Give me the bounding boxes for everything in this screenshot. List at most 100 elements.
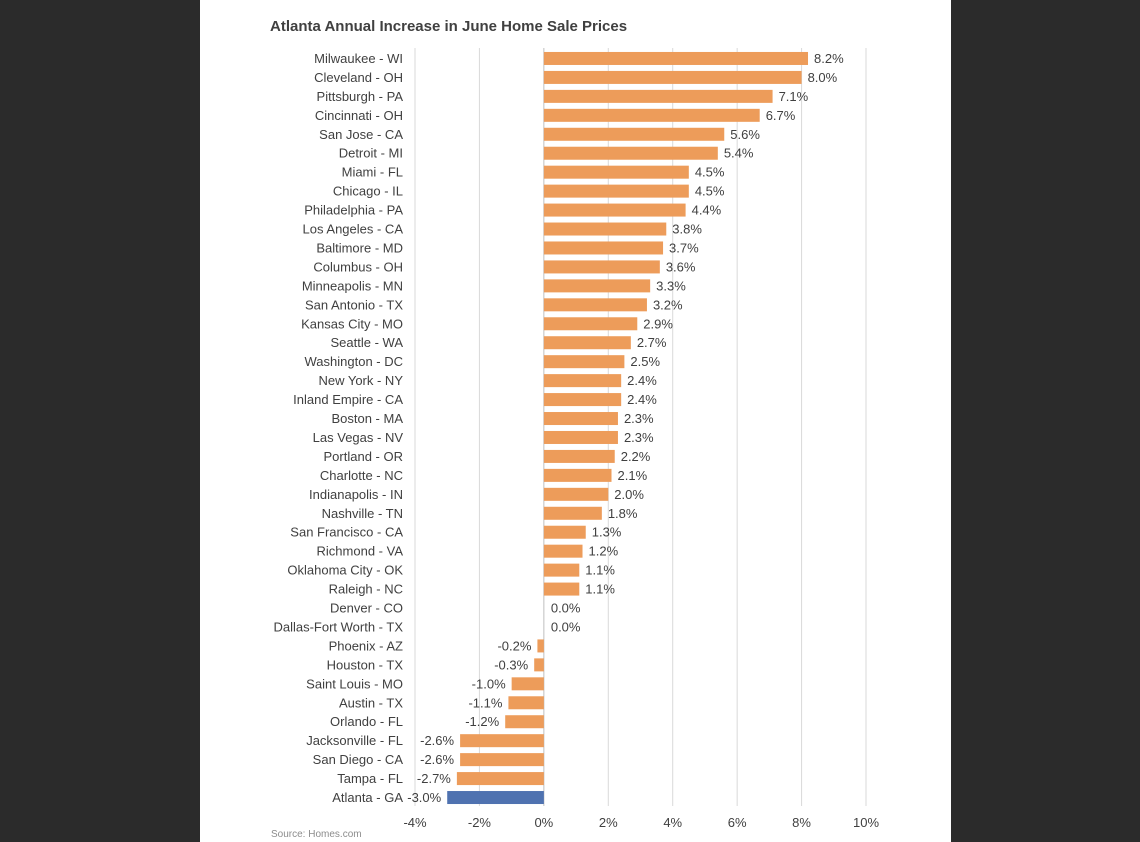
category-label: Oklahoma City - OK [287, 563, 403, 578]
bar [543, 127, 725, 141]
category-label: Atlanta - GA [332, 790, 403, 805]
category-label: Dallas-Fort Worth - TX [273, 619, 403, 634]
bar [543, 241, 664, 255]
bar-chart: Atlanta Annual Increase in June Home Sal… [270, 18, 879, 840]
bar [543, 544, 583, 558]
value-label: 2.0% [614, 487, 644, 502]
bar [543, 89, 773, 103]
value-label: 2.1% [618, 468, 648, 483]
value-label: -0.2% [497, 638, 531, 653]
category-label: Columbus - OH [313, 259, 403, 274]
value-label: 1.8% [608, 506, 638, 521]
value-label: 2.4% [627, 373, 657, 388]
category-labels: Milwaukee - WI Cleveland - OH Pittsburgh -… [273, 51, 403, 805]
x-tick-label: 2% [599, 815, 618, 830]
x-tick-label: 0% [534, 815, 553, 830]
value-labels: 8.2% 8.0% 7.1% 6.7% 5.6% 5.4% 4.5% 4.5% 4.4% 3.8%… [407, 51, 844, 805]
category-label: Phoenix - AZ [329, 638, 403, 653]
value-label: 8.2% [814, 51, 844, 66]
category-label: Portland - OR [324, 449, 403, 464]
bar [456, 772, 544, 786]
value-label: 4.5% [695, 165, 725, 180]
bar [543, 449, 615, 463]
x-tick-label: -2% [468, 815, 492, 830]
x-tick-label: 4% [663, 815, 682, 830]
value-label: 1.2% [589, 544, 619, 559]
bar [543, 336, 631, 350]
bar [543, 146, 718, 160]
bar [543, 355, 625, 369]
bar [543, 506, 602, 520]
category-label: Orlando - FL [330, 714, 403, 729]
category-label: Inland Empire - CA [293, 392, 403, 407]
value-label: 6.7% [766, 108, 796, 123]
bar [505, 715, 544, 729]
category-label: Philadelphia - PA [304, 203, 403, 218]
bar [543, 525, 586, 539]
bar [543, 393, 622, 407]
category-label: Indianapolis - IN [309, 487, 403, 502]
bar [543, 317, 638, 331]
bar [508, 696, 544, 710]
grid-lines [414, 48, 867, 806]
category-label: Houston - TX [327, 657, 404, 672]
value-label: 3.7% [669, 240, 699, 255]
category-label: Milwaukee - WI [314, 51, 403, 66]
value-label: 2.5% [630, 354, 660, 369]
category-label: Austin - TX [339, 695, 403, 710]
value-label: 2.3% [624, 411, 654, 426]
chart-panel: Atlanta Annual Increase in June Home Sal… [200, 0, 951, 842]
bar [534, 658, 544, 672]
value-label: 7.1% [779, 89, 809, 104]
value-label: -1.1% [468, 695, 502, 710]
category-label: San Jose - CA [319, 127, 403, 142]
value-label: -0.3% [494, 657, 528, 672]
category-label: Nashville - TN [322, 506, 403, 521]
category-label: Las Vegas - NV [313, 430, 404, 445]
bar [460, 734, 544, 748]
x-axis-tick-labels: -4% -2% 0% 2% 4% 6% 8% 10% [403, 815, 879, 830]
bar [543, 184, 689, 198]
value-label: 4.5% [695, 184, 725, 199]
x-tick-label: -4% [403, 815, 427, 830]
category-label: Minneapolis - MN [302, 278, 403, 293]
source-note: Source: Homes.com [271, 829, 362, 840]
bar [543, 279, 651, 293]
value-label: 8.0% [808, 70, 838, 85]
category-label: Los Angeles - CA [303, 222, 404, 237]
category-label: Saint Louis - MO [306, 676, 403, 691]
value-label: 2.9% [643, 316, 673, 331]
value-label: 1.1% [585, 563, 615, 578]
bar [543, 260, 660, 274]
chart-title: Atlanta Annual Increase in June Home Sal… [270, 18, 627, 35]
category-label: San Francisco - CA [290, 525, 403, 540]
value-label: -2.7% [417, 771, 451, 786]
bar [543, 430, 618, 444]
category-label: Seattle - WA [331, 335, 404, 350]
value-label: 2.3% [624, 430, 654, 445]
x-tick-label: 10% [853, 815, 879, 830]
bar [447, 791, 544, 805]
category-label: Pittsburgh - PA [317, 89, 404, 104]
bar [543, 165, 689, 179]
value-label: -3.0% [407, 790, 441, 805]
category-label: Miami - FL [342, 165, 403, 180]
value-label: 3.6% [666, 259, 696, 274]
category-label: Washington - DC [305, 354, 404, 369]
category-label: Cleveland - OH [314, 70, 403, 85]
bar [543, 298, 647, 312]
value-label: 4.4% [692, 203, 722, 218]
value-label: 3.8% [672, 222, 702, 237]
bar [543, 582, 580, 596]
category-label: Jacksonville - FL [306, 733, 403, 748]
value-label: -2.6% [420, 733, 454, 748]
x-tick-label: 8% [792, 815, 811, 830]
bar [543, 51, 809, 65]
value-label: 3.3% [656, 278, 686, 293]
category-label: Kansas City - MO [301, 316, 403, 331]
value-label: 0.0% [551, 601, 581, 616]
value-label: 5.6% [730, 127, 760, 142]
category-label: San Diego - CA [313, 752, 404, 767]
value-label: -1.2% [465, 714, 499, 729]
category-label: Charlotte - NC [320, 468, 403, 483]
